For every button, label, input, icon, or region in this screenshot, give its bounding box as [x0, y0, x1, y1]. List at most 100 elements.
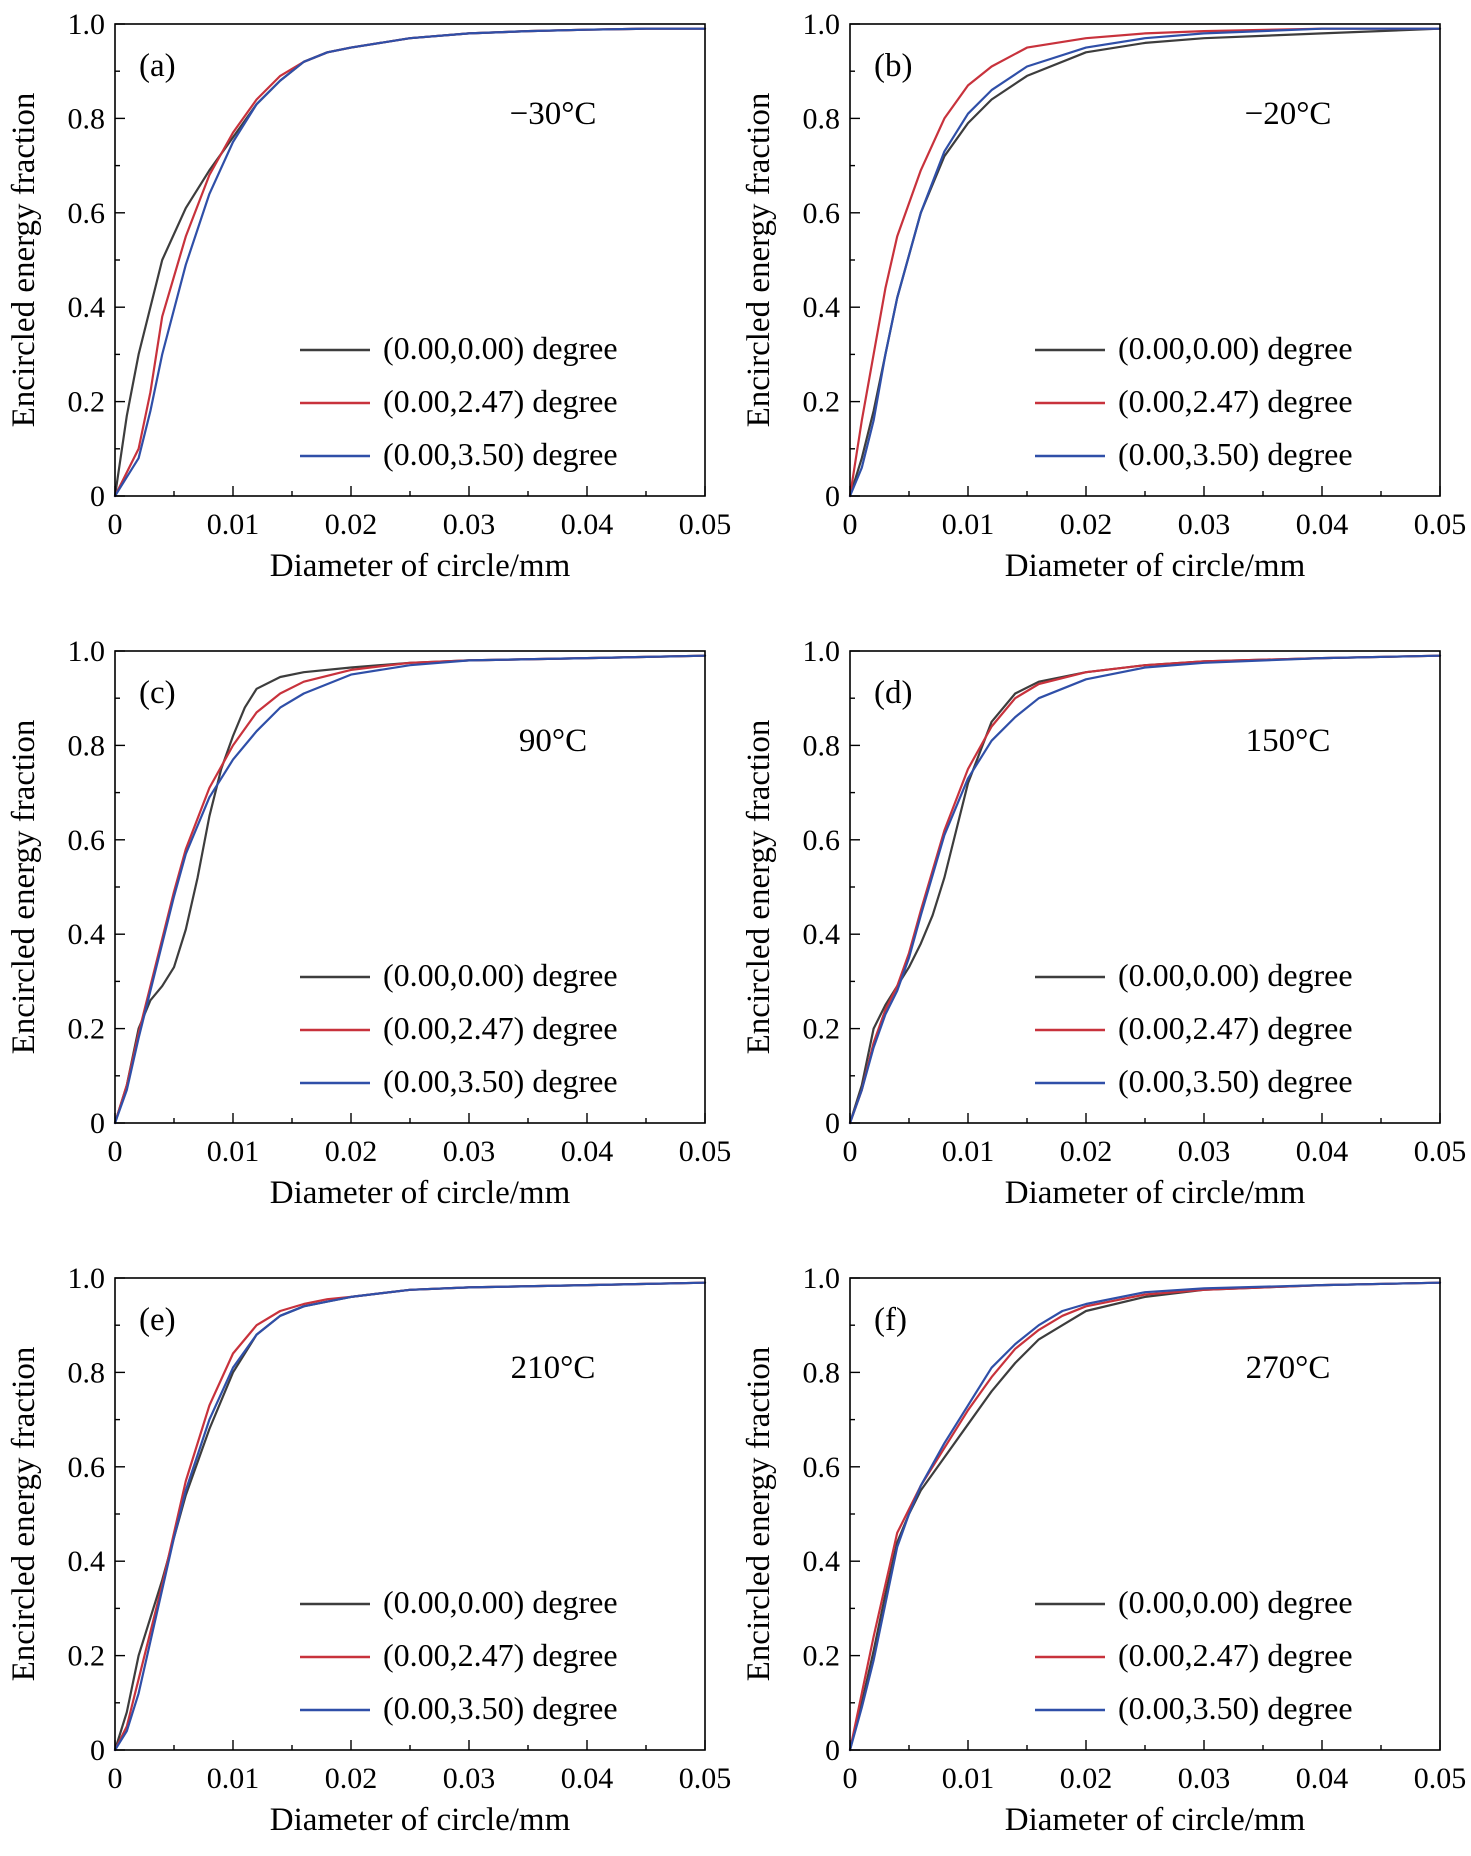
y-axis-title: Encircled energy fraction — [741, 720, 777, 1055]
y-axis-title: Encircled energy fraction — [6, 1347, 42, 1682]
x-axis-title: Diameter of circle/mm — [1005, 548, 1306, 584]
x-tick-label: 0.03 — [1178, 1135, 1231, 1168]
series-line-2 — [848, 1281, 1442, 1752]
plot-frame — [849, 650, 1441, 1124]
x-tick-label: 0.05 — [1414, 508, 1467, 541]
legend-label-1: (0.00,0.00) degree — [1118, 330, 1353, 366]
x-tick-label: 0.04 — [561, 508, 614, 541]
y-tick-label: 0 — [90, 1734, 105, 1767]
panel-label: (c) — [139, 675, 176, 711]
series-line-3 — [848, 1281, 1442, 1752]
series-line-2 — [113, 1281, 707, 1752]
series-line-3 — [113, 1281, 707, 1752]
panel-label: (b) — [874, 48, 912, 84]
plot-frame — [114, 650, 706, 1124]
plot-frame — [114, 1277, 706, 1751]
x-tick-label: 0.01 — [942, 1762, 995, 1795]
x-tick-label: 0 — [843, 1135, 858, 1168]
legend-label-1: (0.00,0.00) degree — [1118, 957, 1353, 993]
y-tick-label: 1.0 — [803, 1262, 841, 1295]
plot-frame — [849, 23, 1441, 497]
y-tick-label: 0.8 — [68, 729, 106, 762]
x-tick-label: 0.02 — [325, 1135, 378, 1168]
legend-label-2: (0.00,2.47) degree — [1118, 1010, 1353, 1046]
legend-label-3: (0.00,3.50) degree — [1118, 1063, 1353, 1099]
x-tick-label: 0.01 — [207, 508, 260, 541]
legend-label-3: (0.00,3.50) degree — [1118, 436, 1353, 472]
chart-panel: 0 0.01 0.02 0.03 0.04 0.05 0 0.2 0.4 0.6 0.8 1.0 Dia… — [6, 635, 731, 1211]
series-line-1 — [848, 1281, 1442, 1752]
series-line-2 — [848, 654, 1442, 1125]
y-tick-label: 0.8 — [803, 1356, 841, 1389]
x-tick-label: 0.03 — [443, 1135, 496, 1168]
x-tick-label: 0.05 — [1414, 1135, 1467, 1168]
y-tick-label: 0 — [825, 1734, 840, 1767]
series-line-3 — [113, 27, 707, 498]
chart-panel: 0 0.01 0.02 0.03 0.04 0.05 0 0.2 0.4 0.6 0.8 1.0 Dia… — [6, 1262, 731, 1838]
panel-label: (d) — [874, 675, 912, 711]
legend-label-2: (0.00,2.47) degree — [383, 1637, 618, 1673]
x-axis-title: Diameter of circle/mm — [270, 1175, 571, 1211]
x-tick-label: 0.01 — [207, 1762, 260, 1795]
y-tick-label: 0.8 — [68, 1356, 106, 1389]
y-tick-label: 1.0 — [68, 8, 106, 41]
x-axis-title: Diameter of circle/mm — [270, 548, 571, 584]
legend-label-3: (0.00,3.50) degree — [383, 436, 618, 472]
y-tick-label: 0.8 — [68, 102, 106, 135]
legend-label-3: (0.00,3.50) degree — [383, 1690, 618, 1726]
y-tick-label: 0.6 — [803, 1451, 841, 1484]
panel-label: (f) — [874, 1302, 907, 1338]
series-line-3 — [113, 654, 707, 1125]
x-tick-label: 0.04 — [1296, 1135, 1349, 1168]
temperature-label: 150°C — [1246, 723, 1331, 759]
plot-frame — [114, 23, 706, 497]
x-tick-label: 0 — [108, 508, 123, 541]
y-axis-title: Encircled energy fraction — [6, 93, 42, 428]
chart-panel: 0 0.01 0.02 0.03 0.04 0.05 0 0.2 0.4 0.6 0.8 1.0 Dia… — [741, 1262, 1466, 1838]
y-tick-label: 1.0 — [803, 8, 841, 41]
legend-label-2: (0.00,2.47) degree — [383, 383, 618, 419]
y-tick-label: 0.4 — [68, 918, 106, 951]
chart-panel: 0 0.01 0.02 0.03 0.04 0.05 0 0.2 0.4 0.6 0.8 1.0 Dia… — [741, 8, 1466, 584]
y-axis-title: Encircled energy fraction — [6, 720, 42, 1055]
y-tick-label: 0.2 — [803, 386, 841, 419]
x-tick-label: 0 — [843, 508, 858, 541]
y-tick-label: 0.2 — [68, 386, 106, 419]
y-tick-label: 0.4 — [68, 1545, 106, 1578]
y-tick-label: 0.2 — [68, 1640, 106, 1673]
y-tick-label: 1.0 — [68, 1262, 106, 1295]
y-tick-label: 0 — [90, 480, 105, 513]
temperature-label: 210°C — [511, 1350, 596, 1386]
x-tick-label: 0.01 — [942, 1135, 995, 1168]
x-tick-label: 0.02 — [325, 1762, 378, 1795]
legend-label-3: (0.00,3.50) degree — [383, 1063, 618, 1099]
panel-label: (a) — [139, 48, 176, 84]
series-line-1 — [113, 1281, 707, 1752]
y-tick-label: 0.8 — [803, 102, 841, 135]
chart-panel: 0 0.01 0.02 0.03 0.04 0.05 0 0.2 0.4 0.6 0.8 1.0 Dia… — [6, 8, 731, 584]
x-tick-label: 0.04 — [1296, 1762, 1349, 1795]
legend-label-1: (0.00,0.00) degree — [1118, 1584, 1353, 1620]
series-line-2 — [113, 27, 707, 498]
series-line-3 — [848, 654, 1442, 1125]
x-tick-label: 0.01 — [207, 1135, 260, 1168]
x-tick-label: 0.05 — [1414, 1762, 1467, 1795]
x-tick-label: 0 — [843, 1762, 858, 1795]
y-axis-title: Encircled energy fraction — [741, 93, 777, 428]
temperature-label: 90°C — [519, 723, 587, 759]
y-tick-label: 0.6 — [68, 197, 106, 230]
temperature-label: −30°C — [510, 96, 597, 132]
y-tick-label: 0.6 — [803, 197, 841, 230]
x-tick-label: 0.03 — [1178, 1762, 1231, 1795]
temperature-label: −20°C — [1245, 96, 1332, 132]
x-tick-label: 0.02 — [325, 508, 378, 541]
y-tick-label: 1.0 — [803, 635, 841, 668]
legend-label-1: (0.00,0.00) degree — [383, 957, 618, 993]
series-line-3 — [848, 27, 1442, 498]
x-tick-label: 0.05 — [679, 1135, 732, 1168]
panel-label: (e) — [139, 1302, 176, 1338]
x-tick-label: 0.01 — [942, 508, 995, 541]
legend-label-2: (0.00,2.47) degree — [1118, 383, 1353, 419]
x-tick-label: 0.05 — [679, 1762, 732, 1795]
